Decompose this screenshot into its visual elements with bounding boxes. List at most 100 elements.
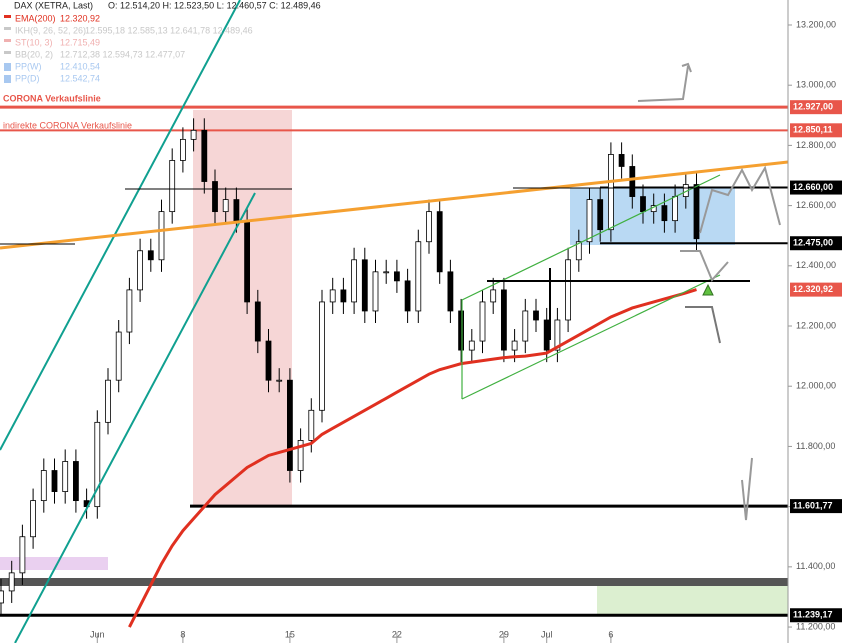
- candle-body: [426, 211, 432, 243]
- candle-body: [212, 181, 218, 213]
- level-label: 12.927,00: [793, 102, 833, 112]
- y-tick-label: 12.400,00: [796, 260, 836, 270]
- legend-value: 12.595,18 12.585,13 12.641,78 12.489,46: [85, 25, 253, 35]
- candle-body: [479, 301, 486, 342]
- legend-swatch: [4, 75, 11, 83]
- legend-value: 12.410,54: [60, 61, 100, 71]
- candle-body: [30, 500, 37, 538]
- candle-body: [40, 470, 47, 502]
- y-tick-label: 12.800,00: [796, 140, 836, 150]
- candle-body: [126, 289, 133, 333]
- level-label-box: [790, 282, 842, 297]
- annotation: CORONA Verkaufslinie: [3, 93, 101, 103]
- legend-name: BB(20, 2): [15, 49, 53, 59]
- level-label-box: [790, 100, 842, 115]
- level-label-box: [790, 180, 842, 195]
- legend-value: 12.712,38 12.594,73 12.477,07: [60, 49, 185, 59]
- candle-body: [383, 271, 390, 274]
- candle-body: [201, 129, 208, 182]
- y-tick-label: 12.000,00: [796, 381, 836, 391]
- candle-body: [693, 184, 700, 240]
- candle-body: [297, 440, 304, 471]
- level-label-box: [790, 123, 842, 138]
- candle-body: [468, 340, 475, 351]
- legend-swatch: [4, 27, 11, 30]
- candle-body: [672, 196, 678, 222]
- legend-swatch: [4, 15, 11, 18]
- x-tick-label: 6: [608, 629, 613, 639]
- arrow: [699, 165, 781, 234]
- candle-body: [490, 289, 497, 303]
- candle-body: [554, 319, 561, 351]
- candle-body: [308, 409, 315, 441]
- level-label-box: [790, 499, 842, 514]
- candle-body: [522, 310, 529, 342]
- arrow: [741, 457, 753, 521]
- candle-body: [244, 220, 251, 303]
- candle-body: [94, 421, 101, 508]
- legend-name: IKH(9, 26, 52, 26): [15, 25, 86, 35]
- candle-body: [179, 138, 186, 161]
- candle-body: [329, 289, 336, 303]
- candle-body: [436, 211, 443, 273]
- y-tick-label: 13.000,00: [796, 80, 836, 90]
- x-tick-label: 8: [180, 629, 185, 639]
- x-tick-label: Jul: [541, 629, 553, 639]
- candle-body: [500, 289, 507, 351]
- level-label: 12.850,11: [793, 125, 833, 135]
- y-tick-label: 11.800,00: [796, 441, 835, 451]
- y-tick-label: 12.200,00: [796, 320, 836, 330]
- candle-body: [169, 160, 176, 213]
- arrow-head: [681, 62, 692, 73]
- x-tick-label: 22: [392, 629, 402, 639]
- x-tick-label: Jun: [90, 629, 105, 639]
- candle-body: [137, 250, 144, 291]
- candle-body: [586, 199, 593, 243]
- ohlc: O: 12.514,20 H: 12.523,50 L: 12.460,57 C…: [108, 0, 321, 10]
- legend: DAX (XETRA, Last) O: 12.514,20 H: 12.523…: [14, 0, 321, 10]
- annotation: indirekte CORONA Verkaufslinie: [3, 120, 132, 130]
- candle-body: [105, 379, 111, 423]
- level-label: 11.601,77: [793, 500, 833, 510]
- candle-body: [372, 271, 379, 312]
- candle-body: [351, 259, 358, 303]
- candle-body: [147, 250, 154, 261]
- candle-body: [158, 211, 165, 261]
- x-tick-label: 29: [499, 629, 509, 639]
- level-label-box: [790, 608, 842, 623]
- candle-body: [543, 319, 550, 351]
- marker-triangle: [702, 283, 714, 296]
- candle-body: [608, 154, 614, 231]
- candle-body: [19, 536, 26, 574]
- corona-zone: [193, 110, 292, 507]
- candle-body: [254, 301, 261, 342]
- candle-body: [340, 289, 347, 303]
- candle-body: [190, 129, 197, 140]
- level-label-box: [790, 236, 842, 251]
- candle-body: [618, 154, 625, 167]
- candle-body: [393, 271, 400, 282]
- candle-body: [115, 331, 122, 381]
- legend-value: 12.715,49: [60, 37, 100, 47]
- green-channel: [461, 274, 721, 400]
- arrow: [637, 65, 689, 102]
- support-band: [0, 578, 788, 586]
- legend-name: PP(D): [15, 73, 40, 83]
- lilac-zone: [0, 557, 108, 570]
- y-tick-label: 11.200,00: [796, 621, 835, 631]
- channel-line: [0, 0, 241, 451]
- candle-body: [286, 379, 293, 471]
- candle-body: [73, 461, 79, 502]
- ema-line: [128, 288, 697, 628]
- legend-name: EMA(200): [15, 13, 56, 23]
- candle-body: [565, 259, 571, 321]
- legend-swatch: [4, 63, 11, 71]
- candle-body: [447, 271, 454, 312]
- legend-name: PP(W): [15, 61, 42, 71]
- level-label: 12.475,00: [793, 238, 833, 248]
- candle-body: [265, 340, 272, 381]
- candle-body: [233, 199, 240, 222]
- x-tick-label: 15: [285, 629, 295, 639]
- candle-body: [640, 196, 646, 213]
- candle-body: [8, 572, 15, 592]
